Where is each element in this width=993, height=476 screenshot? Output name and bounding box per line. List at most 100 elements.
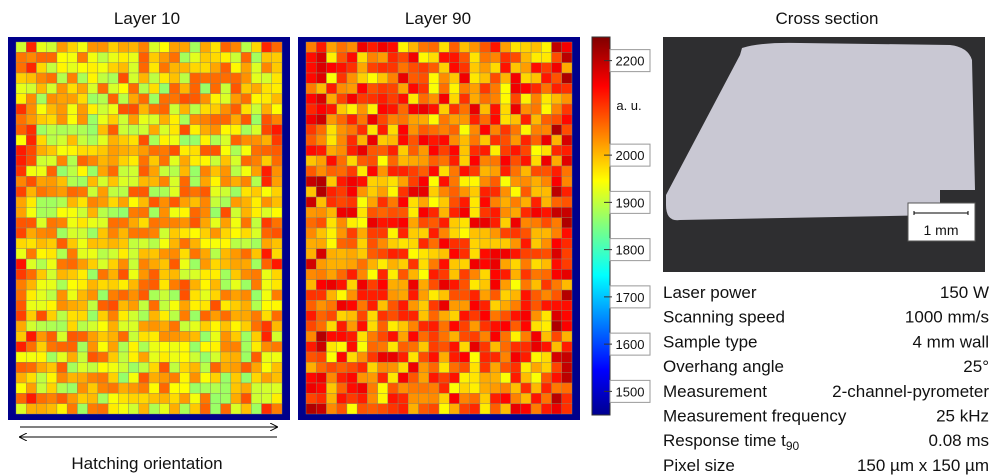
parameter-label: Scanning speed <box>663 308 785 327</box>
heatmap-cell <box>521 362 531 372</box>
heatmap-cell <box>231 321 241 331</box>
heatmap-cell <box>221 145 231 155</box>
heatmap-cell <box>337 176 347 186</box>
heatmap-cell <box>262 249 272 259</box>
heatmap-cell <box>531 166 541 176</box>
heatmap-cell <box>129 269 139 279</box>
heatmap-cell <box>57 125 67 135</box>
heatmap-cell <box>316 52 326 62</box>
heatmap-cell <box>67 300 77 310</box>
heatmap-cell <box>337 280 347 290</box>
heatmap-cell <box>521 228 531 238</box>
heatmap-cell <box>159 125 169 135</box>
heatmap-cell <box>347 393 357 403</box>
heatmap-cell <box>562 269 572 279</box>
heatmap-cell <box>159 207 169 217</box>
heatmap-cell <box>439 207 449 217</box>
heatmap-cell <box>521 63 531 73</box>
heatmap-cell <box>139 393 149 403</box>
heatmap-cell <box>388 114 398 124</box>
tick-label: 1600 <box>616 337 645 352</box>
heatmap-cell <box>347 311 357 321</box>
heatmap-cell <box>200 290 210 300</box>
heatmap-cell <box>347 404 357 414</box>
heatmap-cell <box>316 187 326 197</box>
heatmap-cell <box>210 393 220 403</box>
heatmap-cell <box>398 114 408 124</box>
heatmap-cell <box>169 114 179 124</box>
tick-label: 2000 <box>616 148 645 163</box>
heatmap-cell <box>16 156 26 166</box>
heatmap-cell <box>251 135 261 145</box>
heatmap-cell <box>77 280 87 290</box>
heatmap-cell <box>159 156 169 166</box>
heatmap-cell <box>231 238 241 248</box>
heatmap-cell <box>26 280 36 290</box>
heatmap-cell <box>272 259 282 269</box>
heatmap-cell <box>98 145 108 155</box>
parameter-label: Measurement <box>663 382 767 401</box>
heatmap-cell <box>67 404 77 414</box>
heatmap-cell <box>562 259 572 269</box>
heatmap-cell <box>388 259 398 269</box>
heatmap-cell <box>531 176 541 186</box>
heatmap-cell <box>439 63 449 73</box>
heatmap-cell <box>439 249 449 259</box>
heatmap-cell <box>500 383 510 393</box>
heatmap-cell <box>357 52 367 62</box>
heatmap-cell <box>500 311 510 321</box>
heatmap-cell <box>408 300 418 310</box>
heatmap-cell <box>500 373 510 383</box>
heatmap-cell <box>316 269 326 279</box>
heatmap-cell <box>480 42 490 52</box>
heatmap-cell <box>77 300 87 310</box>
heatmap-cell <box>449 383 459 393</box>
heatmap-cell <box>129 393 139 403</box>
heatmap-cell <box>511 249 521 259</box>
heatmap-cell <box>241 290 251 300</box>
heatmap-cell <box>26 156 36 166</box>
heatmap-cell <box>36 135 46 145</box>
heatmap-cell <box>36 238 46 248</box>
heatmap-cell <box>347 176 357 186</box>
heatmap-cell <box>88 300 98 310</box>
heatmap-cell <box>139 156 149 166</box>
heatmap-cell <box>521 352 531 362</box>
heatmap-cell <box>326 290 336 300</box>
heatmap-cell <box>316 135 326 145</box>
heatmap-cell <box>347 135 357 145</box>
heatmap-cell <box>67 218 77 228</box>
heatmap-cell <box>77 331 87 341</box>
heatmap-cell <box>210 83 220 93</box>
heatmap-cell <box>511 300 521 310</box>
heatmap-cell <box>562 42 572 52</box>
heatmap-cell <box>521 145 531 155</box>
heatmap-cell <box>541 156 551 166</box>
label-subscript: 90 <box>786 439 800 453</box>
heatmap-cell <box>251 404 261 414</box>
heatmap-cell <box>449 290 459 300</box>
heatmap-cell <box>16 42 26 52</box>
heatmap-cell <box>108 197 118 207</box>
heatmap-cell <box>159 228 169 238</box>
heatmap-cell <box>241 342 251 352</box>
heatmap-cell <box>470 218 480 228</box>
heatmap-cell <box>241 259 251 269</box>
heatmap-cell <box>419 83 429 93</box>
heatmap-cell <box>429 207 439 217</box>
heatmap-cell <box>439 145 449 155</box>
heatmap-cell <box>251 156 261 166</box>
heatmap-cell <box>347 352 357 362</box>
heatmap-cell <box>98 42 108 52</box>
heatmap-cell <box>419 290 429 300</box>
heatmap-cell <box>200 83 210 93</box>
heatmap-cell <box>500 114 510 124</box>
heatmap-cell <box>251 280 261 290</box>
heatmap-cell <box>190 73 200 83</box>
heatmap-cell <box>500 249 510 259</box>
heatmap-cell <box>231 228 241 238</box>
heatmap-cell <box>552 125 562 135</box>
heatmap-cell <box>210 135 220 145</box>
heatmap-cell <box>210 218 220 228</box>
heatmap-cell <box>459 373 469 383</box>
